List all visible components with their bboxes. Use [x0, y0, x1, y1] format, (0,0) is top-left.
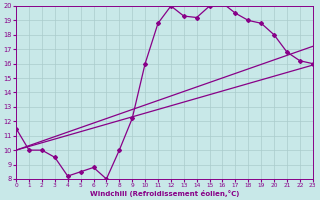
X-axis label: Windchill (Refroidissement éolien,°C): Windchill (Refroidissement éolien,°C)	[90, 190, 239, 197]
